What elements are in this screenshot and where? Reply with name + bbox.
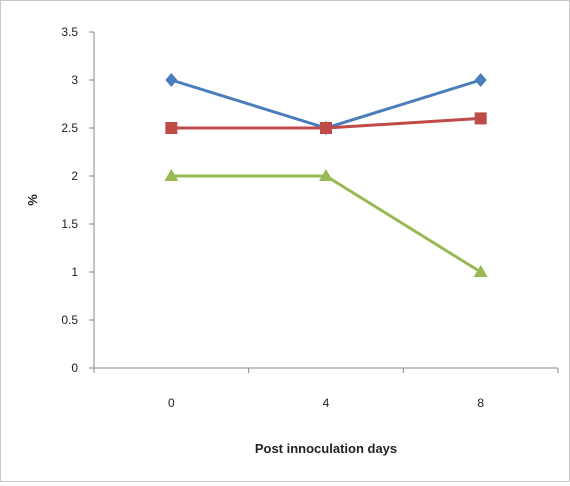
series-3: [164, 169, 488, 277]
y-tick-label: 3.5: [61, 25, 78, 39]
series-layer: [164, 73, 488, 277]
y-tick-label: 0.5: [61, 313, 78, 327]
series-1-point: [165, 73, 178, 87]
series-3-point: [319, 169, 333, 181]
y-tick-label: 3: [71, 73, 78, 87]
series-3-point: [473, 265, 488, 277]
y-axis-title: %: [25, 194, 40, 206]
y-tick-label: 2: [71, 169, 78, 183]
axes: [93, 32, 558, 369]
y-tick-label: 2.5: [61, 121, 78, 135]
y-tick-label: 1.5: [61, 217, 78, 231]
series-3-line: [171, 174, 482, 274]
series-1-point: [474, 73, 487, 87]
series-2-point: [474, 112, 487, 125]
series-2-point: [165, 122, 178, 134]
series-2: [165, 112, 487, 134]
y-tick-label: 0: [71, 361, 78, 375]
x-tick-label: 8: [477, 396, 484, 410]
y-ticks: 0 0.5 1 1.5 2 2.5 3 3.5: [61, 25, 94, 375]
y-tick-label: 1: [71, 265, 78, 279]
x-ticks: 0 4 8: [93, 368, 559, 410]
x-tick-label: 0: [168, 396, 175, 410]
x-tick-label: 4: [323, 396, 330, 410]
x-axis-title: Post innoculation days: [255, 441, 397, 456]
series-2-point: [320, 122, 332, 134]
series-3-point: [164, 169, 179, 181]
